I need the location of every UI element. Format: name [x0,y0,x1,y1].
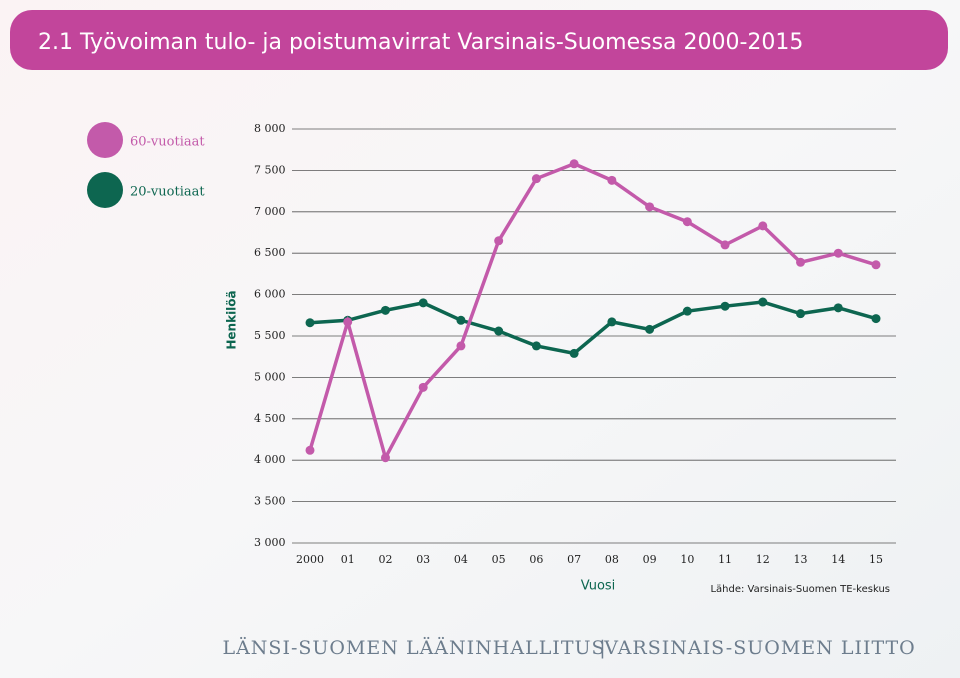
x-tick-label: 14 [831,553,845,566]
point [494,326,504,336]
point [456,341,466,351]
point [682,217,692,227]
x-tick-label: 08 [605,553,619,566]
point [871,314,881,324]
point [305,445,315,455]
y-tick-label: 8 000 [254,122,286,135]
point [833,303,843,313]
point [758,297,768,307]
point [833,248,843,258]
x-tick-label: 10 [680,553,694,566]
x-tick-label: 12 [756,553,770,566]
legend-label: 20-vuotiaat [130,185,205,200]
point [758,221,768,231]
y-tick-label: 4 000 [254,453,286,466]
x-tick-label: 03 [416,553,430,566]
x-tick-label: 15 [869,553,883,566]
point [720,240,730,250]
y-tick-label: 7 000 [254,205,286,218]
point [380,453,390,463]
y-tick-label: 5 500 [254,329,286,342]
source: Lähde: Varsinais-Suomen TE-keskus [710,584,890,595]
x-tick-label: 05 [492,553,506,566]
series-line [308,161,877,463]
legend-swatch [87,122,123,158]
x-tick-label: 09 [643,553,657,566]
point [871,260,881,270]
x-tick-label: 2000 [296,553,324,566]
point [569,159,579,169]
y-tick-label: 5 000 [254,370,286,383]
point [645,202,655,212]
point [569,348,579,358]
x-axis-label: Vuosi [581,579,616,594]
legend-label: 60-vuotiaat [130,135,205,150]
point [418,298,428,308]
point [456,315,466,325]
point [645,324,655,334]
point [682,306,692,316]
y-tick-label: 6 000 [254,288,286,301]
y-tick-label: 4 500 [254,412,286,425]
title-banner [10,10,948,70]
x-tick-label: 11 [718,553,732,566]
series-line [309,300,877,356]
legend-swatch [87,172,123,208]
point [418,382,428,392]
y-tick-label: 3 000 [254,536,286,549]
point [531,341,541,351]
x-tick-label: 01 [341,553,355,566]
point [720,301,730,311]
y-axis-label: Henkilöä [225,290,239,349]
point [305,318,315,328]
chart-title: 2.1 Työvoiman tulo- ja poistumavirrat Va… [38,30,803,55]
point [494,236,504,246]
x-tick-label: 06 [529,553,543,566]
point [796,257,806,267]
x-tick-label: 02 [378,553,392,566]
point [796,309,806,319]
footer-separator: | [599,637,606,659]
x-tick-label: 13 [794,553,808,566]
x-tick-label: 04 [454,553,468,566]
point [607,317,617,327]
y-tick-label: 7 500 [254,163,286,176]
point [343,317,353,327]
point [531,174,541,184]
y-tick-label: 3 500 [254,495,286,508]
footer-left: LÄNSI-SUOMEN LÄÄNINHALLITUS [222,636,605,659]
point [607,175,617,185]
y-tick-label: 6 500 [254,246,286,259]
point [380,305,390,315]
footer-right: VARSINAIS-SUOMEN LIITTO [603,637,915,659]
x-tick-label: 07 [567,553,581,566]
